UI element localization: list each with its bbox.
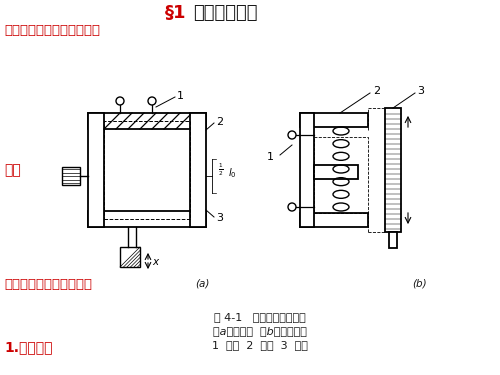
Bar (300, 113, 314, 227)
Bar (104, 121, 190, 219)
Bar (88, 113, 206, 129)
Text: x: x (152, 257, 158, 267)
Text: （a）变隙式  （b）变截面式: （a）变隙式 （b）变截面式 (213, 326, 307, 336)
Text: 1: 1 (267, 152, 274, 162)
Bar (120, 247, 140, 267)
Text: $\frac{1}{2}$: $\frac{1}{2}$ (218, 162, 224, 178)
Text: 一、简单式自感电感传感器: 一、简单式自感电感传感器 (4, 24, 100, 38)
Text: 图 4-1   气隙型电感传感器: 图 4-1 气隙型电感传感器 (214, 312, 306, 322)
Text: 3: 3 (216, 213, 223, 223)
Bar (88, 211, 206, 227)
Text: （一）气隙型电感传感器: （一）气隙型电感传感器 (4, 278, 92, 291)
Text: 1: 1 (177, 91, 184, 101)
Text: 自感式传感器: 自感式传感器 (193, 4, 258, 22)
Bar (62, 167, 80, 185)
Bar (300, 113, 368, 127)
Bar (389, 232, 397, 248)
Text: (a): (a) (195, 279, 210, 289)
Bar (300, 213, 368, 227)
Text: 1.工作原理: 1.工作原理 (4, 340, 52, 354)
Bar (385, 108, 401, 232)
Bar (190, 113, 206, 227)
Bar (88, 113, 104, 227)
Text: 结构: 结构 (4, 163, 21, 177)
Text: $l_0$: $l_0$ (228, 166, 236, 180)
Text: 2: 2 (216, 117, 223, 127)
Bar (314, 165, 358, 179)
Text: 3: 3 (417, 86, 424, 96)
Text: §1: §1 (165, 4, 186, 22)
Text: 2: 2 (373, 86, 380, 96)
Text: (b): (b) (412, 279, 428, 289)
Text: 1  线圈  2  铁芯  3  衬铁: 1 线圈 2 铁芯 3 衬铁 (212, 340, 308, 350)
Bar (314, 137, 368, 213)
